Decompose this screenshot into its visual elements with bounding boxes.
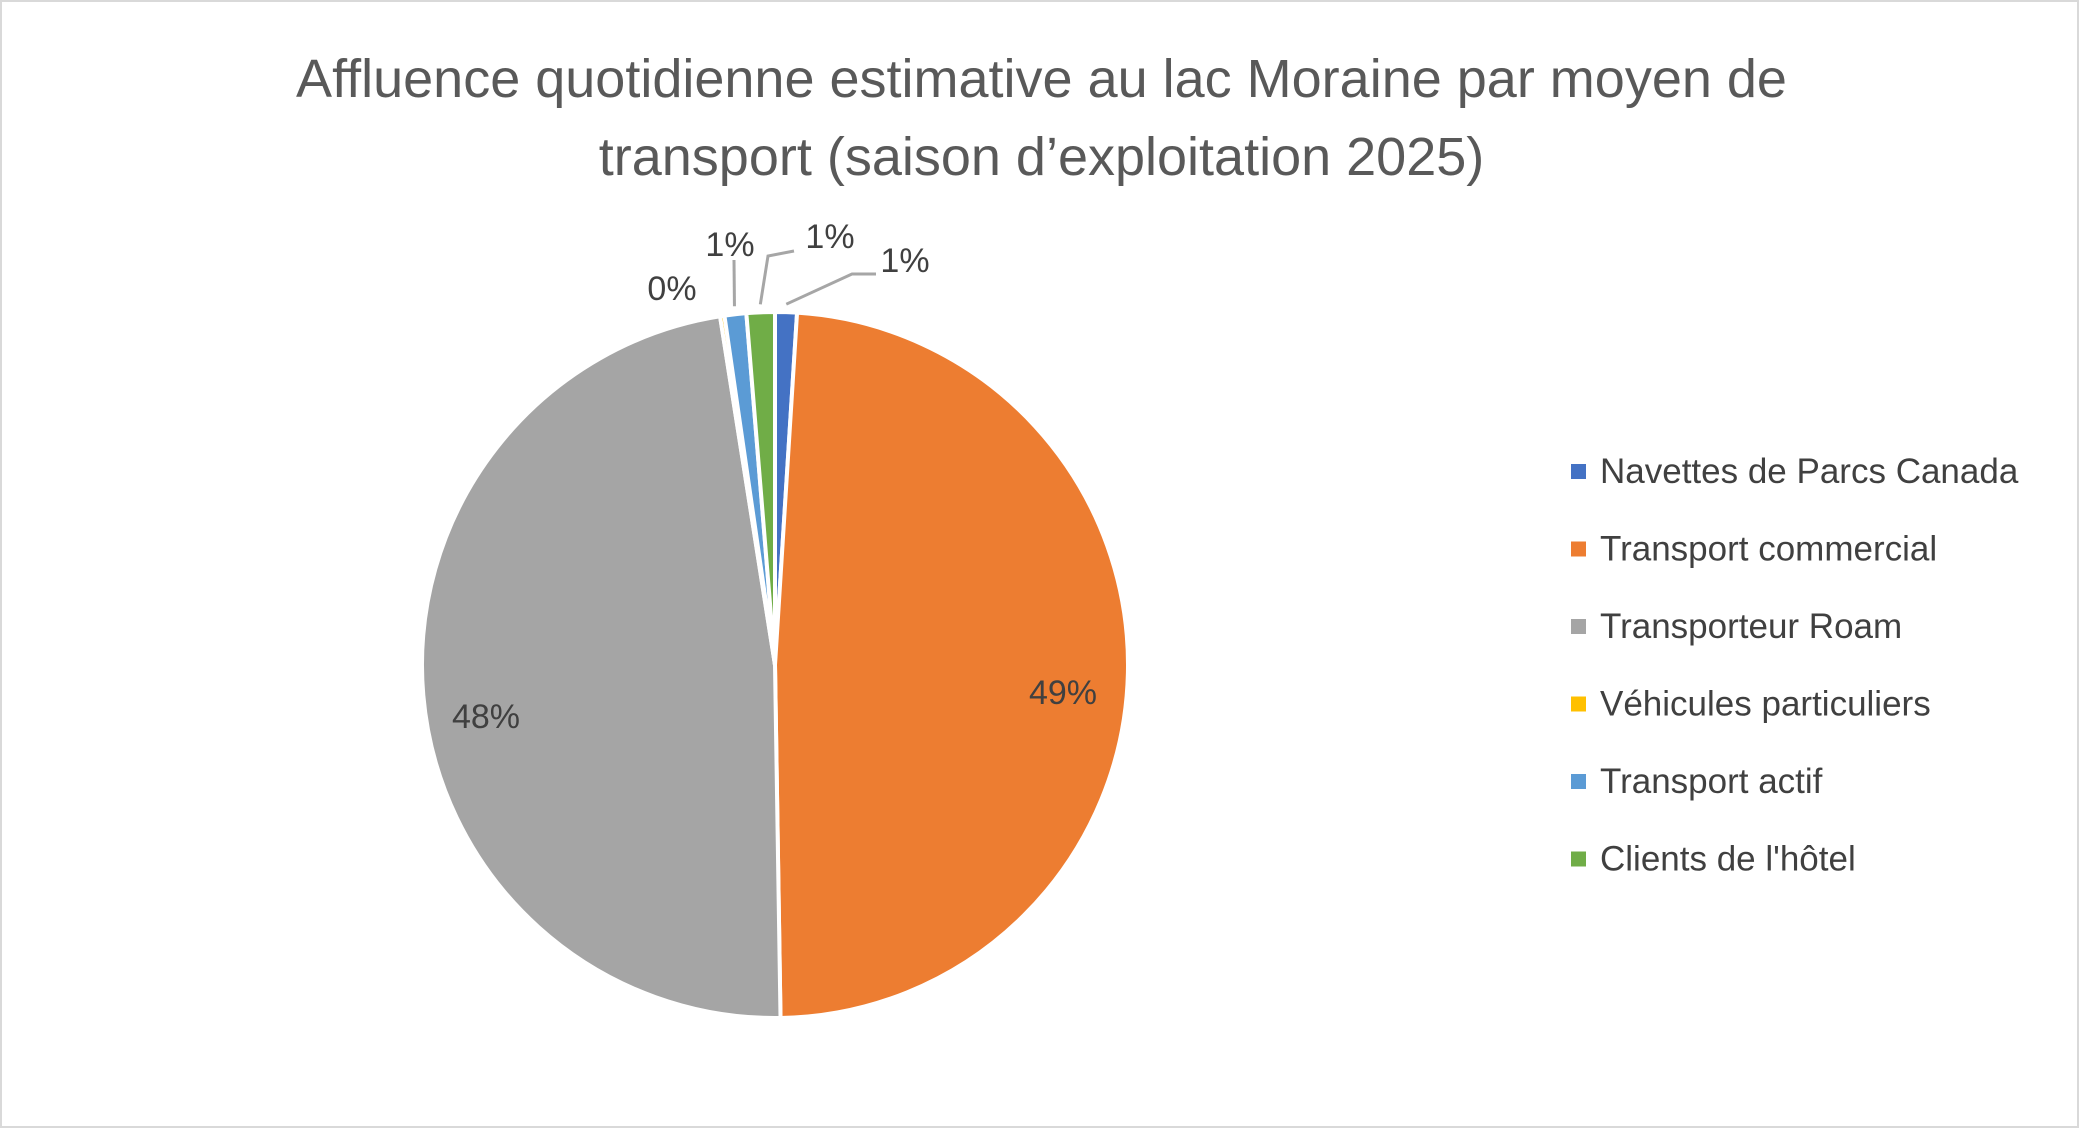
legend-entry-0[interactable]: Navettes de Parcs Canada xyxy=(1600,452,2019,491)
legend-swatch-0 xyxy=(1571,464,1586,479)
pie-slice-5[interactable] xyxy=(744,309,777,666)
leader-line-0 xyxy=(785,272,876,306)
legend-entry-2[interactable]: Transporteur Roam xyxy=(1600,607,1902,646)
legend-entry-5[interactable]: Clients de l'hôtel xyxy=(1600,840,1856,879)
data-label-5: 1% xyxy=(805,218,854,256)
pie-slice-1[interactable] xyxy=(772,310,1130,1020)
legend-entry-1[interactable]: Transport commercial xyxy=(1600,530,1937,569)
data-label-3: 0% xyxy=(647,270,696,308)
chart-title: Affluence quotidienne estimative au lac … xyxy=(2,40,2077,196)
legend-swatch-1 xyxy=(1571,541,1586,557)
data-label-2: 48% xyxy=(452,698,520,736)
chart-title-line-1: Affluence quotidienne estimative au lac … xyxy=(296,49,1787,109)
legend-entry-3[interactable]: Véhicules particuliers xyxy=(1600,685,1931,724)
data-label-4: 1% xyxy=(705,226,754,264)
leader-line-5 xyxy=(758,249,795,305)
legend-swatch-5 xyxy=(1571,851,1586,867)
legend-entry-4[interactable]: Transport actif xyxy=(1600,762,1823,801)
data-label-0: 1% xyxy=(880,242,929,280)
legend-swatch-4 xyxy=(1571,774,1586,789)
legend-swatch-3 xyxy=(1571,696,1586,712)
data-label-1: 49% xyxy=(1029,674,1097,712)
pie-slice-2[interactable] xyxy=(419,314,783,1020)
legend-swatch-2 xyxy=(1571,619,1586,634)
chart-title-line-2: transport (saison d’exploitation 2025) xyxy=(598,127,1485,187)
